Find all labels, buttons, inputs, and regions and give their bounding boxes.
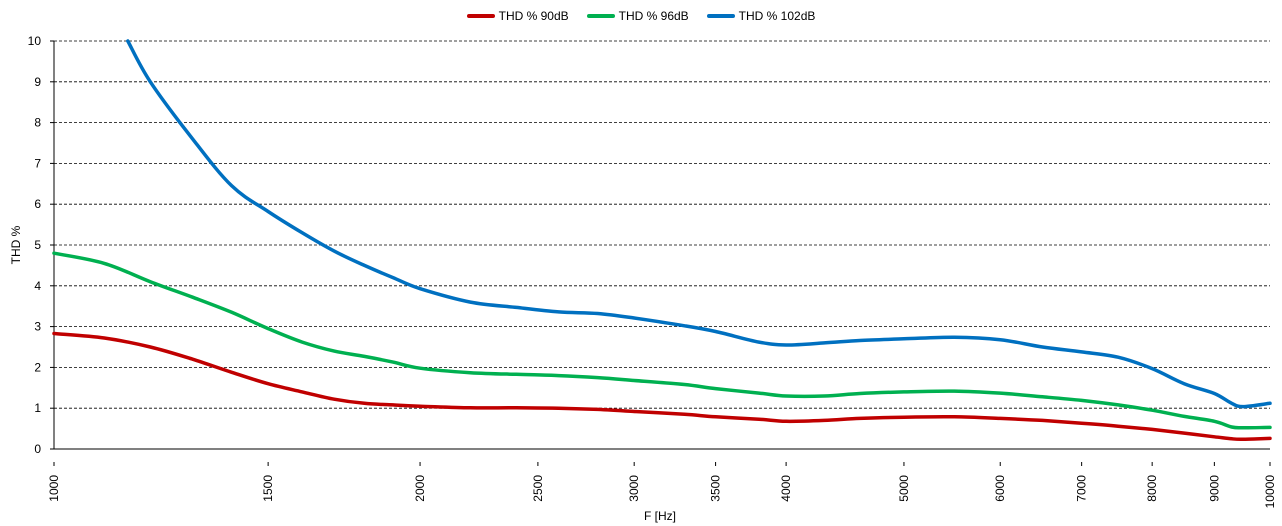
x-tick-label-10000: 10000 (1263, 475, 1277, 509)
x-tick-label-6000: 6000 (993, 475, 1007, 502)
axes (50, 40, 1271, 466)
legend-swatch-96db (586, 14, 615, 18)
y-axis-title: THD % (9, 225, 23, 264)
y-tick-label-7: 7 (34, 156, 41, 170)
x-tick-label-9000: 9000 (1207, 475, 1221, 502)
x-tick-label-5000: 5000 (897, 475, 911, 502)
x-tick-label-7000: 7000 (1075, 475, 1089, 502)
legend-label-90db: THD % 90dB (498, 9, 569, 23)
y-tick-label-3: 3 (34, 320, 41, 334)
x-tick-label-2000: 2000 (413, 475, 427, 502)
x-tick-label-2500: 2500 (531, 475, 545, 502)
x-tick-label-8000: 8000 (1145, 475, 1159, 502)
y-tick-label-5: 5 (34, 238, 41, 252)
x-tick-label-4000: 4000 (779, 475, 793, 502)
series-line-102db (126, 39, 1272, 409)
y-tick-label-9: 9 (34, 75, 41, 89)
y-tick-label-4: 4 (34, 279, 41, 293)
tick-labels: 0 1 2 3 4 5 6 7 8 9 10 1000 1500 2000 2500 3000 3500 4000… (28, 34, 1277, 508)
legend-label-96db: THD % 96dB (618, 9, 689, 23)
x-axis-title: F [Hz] (644, 509, 676, 523)
chart-legend: THD % 90dB THD % 96dB THD % 102dB (0, 6, 1282, 26)
legend-label-102db: THD % 102dB (738, 9, 816, 23)
legend-swatch-90db (466, 14, 495, 18)
y-tick-label-1: 1 (34, 401, 41, 415)
x-tick-label-3500: 3500 (709, 475, 723, 502)
y-tick-label-0: 0 (34, 442, 41, 456)
series-line-90db (52, 331, 1272, 441)
legend-item-90db: THD % 90dB (466, 6, 569, 26)
y-tick-label-6: 6 (34, 197, 41, 211)
y-tick-label-8: 8 (34, 116, 41, 130)
series-lines (52, 39, 1272, 441)
legend-item-96db: THD % 96dB (586, 6, 689, 26)
x-tick-label-1000: 1000 (47, 475, 61, 502)
y-tick-label-10: 10 (28, 34, 42, 48)
x-tick-label-3000: 3000 (627, 475, 641, 502)
grid-lines (54, 40, 1270, 409)
legend-swatch-102db (706, 14, 735, 18)
legend-item-102db: THD % 102dB (706, 6, 816, 26)
x-tick-label-1500: 1500 (261, 475, 275, 502)
y-tick-label-2: 2 (34, 360, 41, 374)
series-line-96db (52, 251, 1272, 430)
